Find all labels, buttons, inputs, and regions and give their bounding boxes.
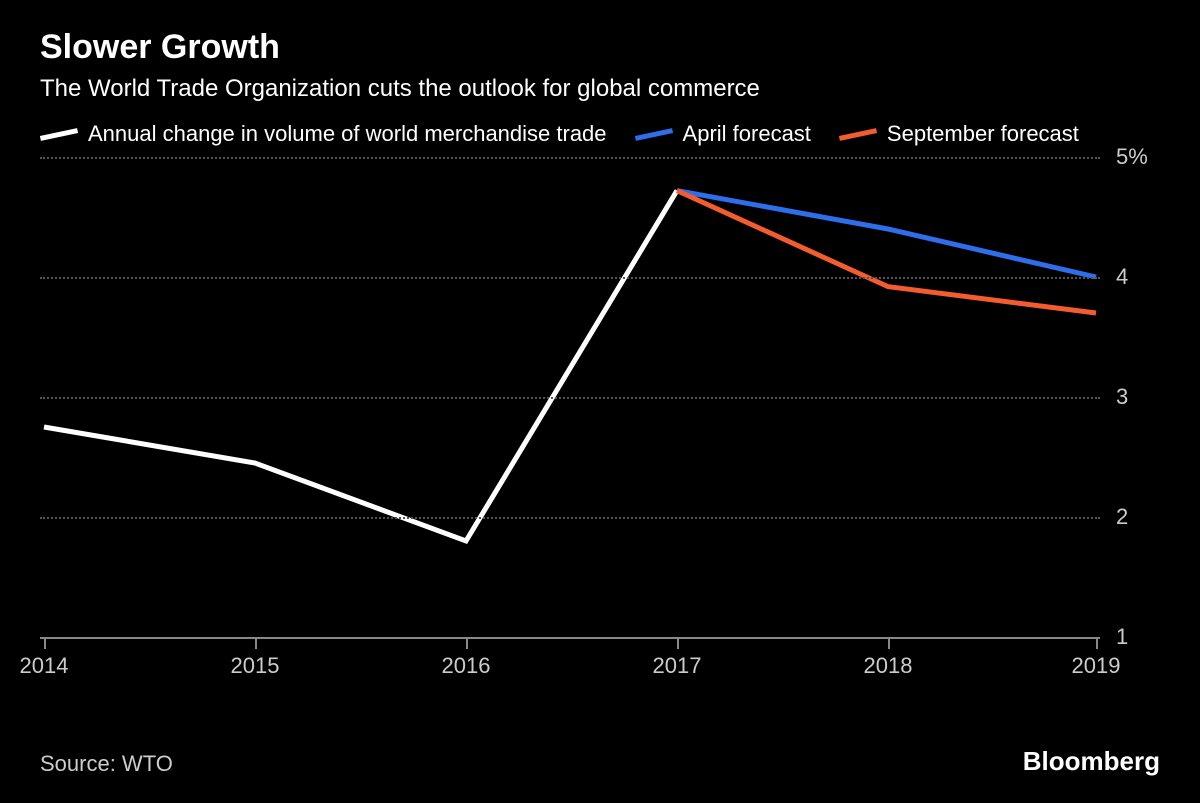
y-tick-label: 3 — [1116, 384, 1128, 410]
chart-title: Slower Growth — [40, 28, 1160, 67]
y-tick-label: 5% — [1116, 144, 1148, 170]
legend-item: April forecast — [635, 121, 811, 147]
x-tick-label: 2016 — [442, 653, 491, 679]
chart-subtitle: The World Trade Organization cuts the ou… — [40, 75, 1160, 103]
x-tick — [1096, 637, 1098, 649]
legend-item: Annual change in volume of world merchan… — [40, 121, 607, 147]
series-line — [677, 191, 1096, 313]
legend-label: Annual change in volume of world merchan… — [88, 121, 607, 147]
x-tick-label: 2018 — [864, 653, 913, 679]
plot-area: 12345%201420152016201720182019 — [40, 157, 1100, 637]
gridline — [40, 517, 1100, 519]
series-line — [677, 191, 1096, 277]
legend-label: April forecast — [683, 121, 811, 147]
legend: Annual change in volume of world merchan… — [40, 121, 1160, 147]
x-tick — [677, 637, 679, 649]
x-tick — [466, 637, 468, 649]
legend-swatch — [839, 128, 877, 141]
gridline — [40, 637, 1100, 639]
x-tick-label: 2014 — [20, 653, 69, 679]
legend-swatch — [40, 128, 78, 141]
legend-swatch — [634, 128, 672, 141]
gridline — [40, 157, 1100, 159]
x-tick-label: 2019 — [1072, 653, 1121, 679]
chart-container: Slower Growth The World Trade Organizati… — [0, 0, 1200, 803]
series-line — [44, 191, 677, 541]
x-tick-label: 2017 — [653, 653, 702, 679]
y-tick-label: 1 — [1116, 624, 1128, 650]
y-tick-label: 2 — [1116, 504, 1128, 530]
source-label: Source: WTO — [40, 751, 173, 777]
legend-item: September forecast — [839, 121, 1079, 147]
gridline — [40, 277, 1100, 279]
legend-label: September forecast — [887, 121, 1079, 147]
x-tick — [44, 637, 46, 649]
y-tick-label: 4 — [1116, 264, 1128, 290]
chart-area: 12345%201420152016201720182019 — [40, 157, 1160, 677]
x-tick-label: 2015 — [231, 653, 280, 679]
x-tick — [255, 637, 257, 649]
x-tick — [888, 637, 890, 649]
brand-label: Bloomberg — [1023, 746, 1160, 777]
gridline — [40, 397, 1100, 399]
